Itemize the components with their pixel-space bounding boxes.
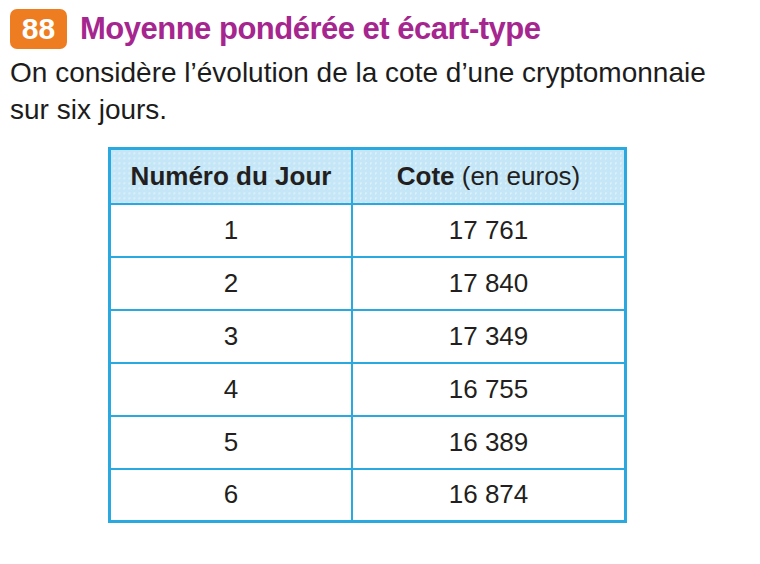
intro-text-line2: sur six jours. <box>10 91 760 128</box>
table-row: 5 16 389 <box>110 416 626 469</box>
column-header-cote: Cote (en euros) <box>352 149 625 204</box>
exercise-number-badge: 88 <box>10 9 67 49</box>
table-header: Numéro du Jour Cote (en euros) <box>110 149 626 204</box>
data-table: Numéro du Jour Cote (en euros) 1 17 761 … <box>108 147 627 523</box>
day-cell: 5 <box>110 416 353 469</box>
intro-text-line1: On considère l’évolution de la cote d’un… <box>10 54 760 91</box>
cote-cell: 17 349 <box>352 310 625 363</box>
table-row: 2 17 840 <box>110 257 626 310</box>
day-cell: 4 <box>110 363 353 416</box>
table-row: 1 17 761 <box>110 204 626 257</box>
cote-cell: 17 840 <box>352 257 625 310</box>
column-header-cote-label-bold: Cote <box>397 161 455 191</box>
column-header-cote-label-unit: (en euros) <box>455 161 581 191</box>
column-header-day: Numéro du Jour <box>110 149 353 204</box>
day-cell: 2 <box>110 257 353 310</box>
table-row: 4 16 755 <box>110 363 626 416</box>
cote-cell: 16 389 <box>352 416 625 469</box>
cote-cell: 16 874 <box>352 469 625 522</box>
day-cell: 1 <box>110 204 353 257</box>
day-cell: 3 <box>110 310 353 363</box>
table-row: 3 17 349 <box>110 310 626 363</box>
exercise-title: Moyenne pondérée et écart-type <box>80 11 540 47</box>
cote-cell: 17 761 <box>352 204 625 257</box>
table-row: 6 16 874 <box>110 469 626 522</box>
table-header-row: Numéro du Jour Cote (en euros) <box>110 149 626 204</box>
cote-cell: 16 755 <box>352 363 625 416</box>
exercise-header: 88 Moyenne pondérée et écart-type <box>0 0 760 49</box>
intro-text: On considère l’évolution de la cote d’un… <box>0 54 760 128</box>
column-header-day-label: Numéro du Jour <box>131 161 332 191</box>
day-cell: 6 <box>110 469 353 522</box>
page: 88 Moyenne pondérée et écart-type On con… <box>0 0 760 564</box>
table-body: 1 17 761 2 17 840 3 17 349 4 16 755 5 16… <box>110 204 626 522</box>
